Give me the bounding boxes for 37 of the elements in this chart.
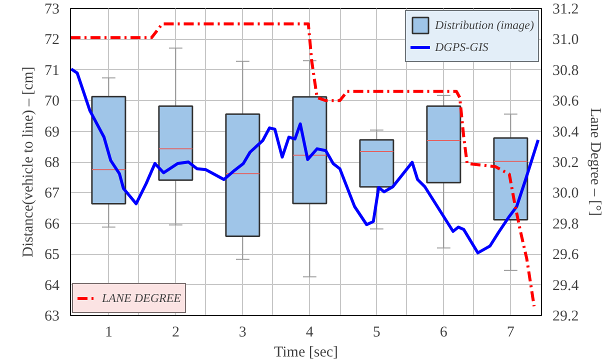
y-tick-label: 72 <box>44 32 60 48</box>
legend-label: LANE DEGREE <box>102 290 181 306</box>
legend-label: Distribution (image) <box>435 18 534 32</box>
y-tick-label: 64 <box>44 278 60 294</box>
y2-tick-label: 29.2 <box>552 308 579 324</box>
x-tick-label: 7 <box>506 324 515 340</box>
y2-axis-title: Lane Degree – [°] <box>586 108 603 216</box>
x-tick-label: 3 <box>238 324 246 340</box>
x-axis-title: Time [sec] <box>274 344 338 360</box>
line-series <box>70 67 540 254</box>
x-tick-label: 5 <box>372 324 380 340</box>
y-tick-label: 63 <box>44 308 60 324</box>
y2-tick-label: 29.4 <box>552 278 580 294</box>
y-tick-label: 68 <box>44 155 60 171</box>
y2-tick-label: 31.2 <box>552 2 579 18</box>
y2-tick-label: 30.4 <box>552 124 580 140</box>
y-tick-label: 70 <box>44 94 60 110</box>
y-tick-label: 67 <box>44 186 60 202</box>
x-tick-label: 6 <box>440 324 448 340</box>
x-tick-label: 2 <box>172 324 180 340</box>
y-tick-label: 66 <box>44 216 60 232</box>
legend-label: DGPS-GIS <box>435 40 488 54</box>
y2-tick-label: 30.8 <box>552 62 579 79</box>
y2-tick-label: 31.0 <box>552 32 579 48</box>
y-tick-label: 73 <box>44 2 60 18</box>
y2-tick-label: 30.6 <box>552 94 580 110</box>
y2-tick-label: 29.6 <box>552 247 580 264</box>
line-series <box>70 22 536 308</box>
y-axis-title: Distance(vehicle to line) – [cm] <box>20 66 36 258</box>
y-tick-label: 69 <box>44 124 60 140</box>
y-tick-label: 71 <box>44 62 60 79</box>
y2-tick-label: 29.8 <box>552 216 579 232</box>
y2-tick-label: 30.0 <box>552 186 579 202</box>
x-tick-label: 4 <box>306 324 314 340</box>
y-tick-label: 65 <box>44 247 60 264</box>
x-tick-label: 1 <box>104 324 112 340</box>
y2-tick-label: 30.2 <box>552 155 579 171</box>
